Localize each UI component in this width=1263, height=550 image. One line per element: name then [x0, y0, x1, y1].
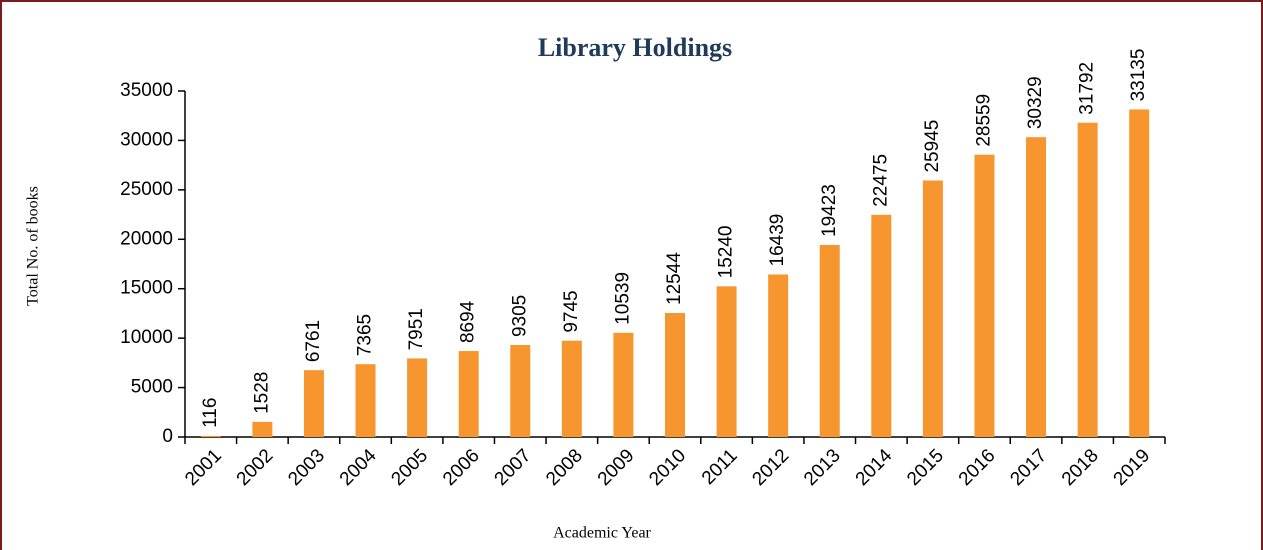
x-tick-label: 2014	[852, 445, 897, 490]
value-label: 116	[200, 398, 221, 428]
y-tick-label: 5000	[131, 377, 173, 398]
y-tick-label: 0	[162, 426, 173, 447]
x-tick-label: 2005	[387, 445, 432, 490]
chart-title: Library Holdings	[538, 33, 732, 62]
x-tick-label: 2013	[800, 445, 845, 490]
bar	[561, 340, 582, 437]
bar	[922, 180, 943, 437]
value-label: 28559	[973, 94, 994, 147]
value-label: 15240	[716, 225, 737, 278]
x-tick-label: 2019	[1110, 445, 1155, 490]
bar	[716, 286, 737, 437]
x-tick-label: 2003	[284, 445, 329, 490]
value-label: 9745	[561, 290, 582, 332]
y-tick-label: 25000	[120, 179, 173, 200]
x-tick-label: 2008	[542, 445, 587, 490]
y-tick-label: 35000	[120, 80, 173, 101]
bar	[407, 358, 428, 437]
x-tick-label: 2002	[233, 445, 278, 490]
y-tick-label: 15000	[120, 278, 173, 299]
x-tick-label: 2015	[903, 445, 948, 490]
x-tick-label: 2017	[1006, 445, 1051, 490]
bar	[819, 244, 840, 437]
bar	[458, 351, 479, 437]
bar	[613, 332, 634, 437]
y-tick-label: 10000	[120, 327, 173, 348]
bar	[200, 435, 221, 437]
bar	[974, 154, 995, 437]
value-label: 8694	[458, 300, 479, 343]
x-tick-label: 2016	[955, 445, 1000, 490]
bar	[355, 364, 376, 437]
bar	[665, 312, 685, 437]
x-tick-label: 2001	[181, 445, 226, 490]
value-label: 7951	[406, 308, 427, 350]
value-label: 1528	[251, 372, 272, 414]
x-tick-label: 2010	[645, 445, 690, 490]
x-tick-label: 2004	[336, 445, 381, 490]
x-tick-label: 2006	[439, 445, 484, 490]
value-label: 16439	[767, 214, 788, 267]
y-tick-label: 20000	[120, 228, 173, 249]
value-label: 31792	[1077, 62, 1098, 115]
value-label: 9305	[509, 295, 530, 337]
value-label: 22475	[870, 154, 891, 207]
bar	[1129, 109, 1150, 437]
value-label: 12544	[664, 252, 685, 305]
value-label: 10539	[612, 272, 633, 325]
bar	[510, 345, 531, 437]
bar	[303, 370, 324, 437]
x-axis-label: Academic Year	[553, 525, 651, 542]
value-label: 33135	[1128, 49, 1149, 102]
y-tick-label: 30000	[120, 129, 173, 150]
x-tick-label: 2011	[698, 445, 742, 489]
value-label: 7365	[355, 314, 376, 356]
y-axis-label: Total No. of books	[25, 186, 42, 306]
value-label: 6761	[303, 320, 324, 362]
x-tick-label: 2009	[594, 445, 639, 490]
bar	[252, 421, 273, 437]
value-label: 19423	[819, 184, 840, 237]
bar	[768, 274, 789, 437]
x-tick-label: 2007	[491, 445, 536, 490]
value-label: 30329	[1025, 76, 1046, 129]
bar	[871, 214, 892, 437]
bar	[1026, 137, 1047, 437]
x-tick-label: 2012	[748, 445, 793, 490]
value-label: 25945	[922, 120, 943, 173]
x-tick-label: 2018	[1058, 445, 1103, 490]
bar	[1077, 122, 1098, 437]
